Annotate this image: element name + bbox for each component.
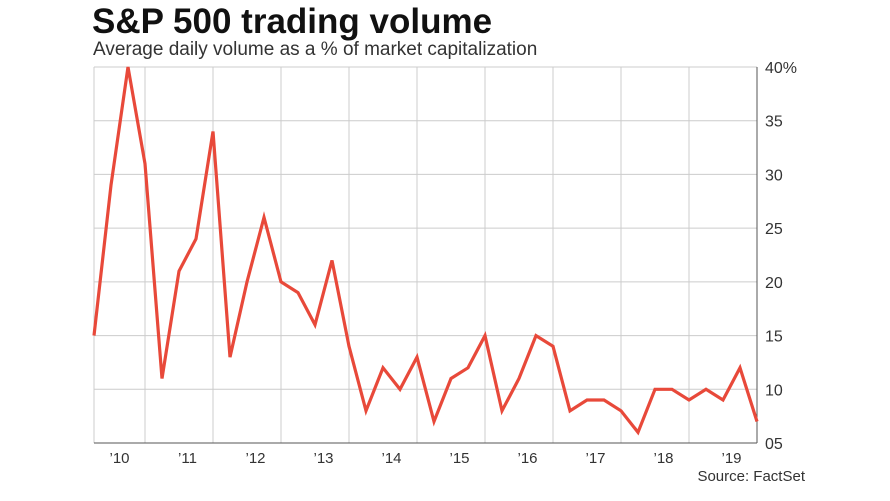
chart-title: S&P 500 trading volume [92, 2, 493, 41]
y-tick-label: 40% [765, 60, 797, 77]
y-tick-label: 35 [765, 114, 783, 131]
x-tick-label: ’18 [653, 450, 673, 467]
y-tick-label: 05 [765, 436, 783, 453]
x-tick-label: ’15 [449, 450, 469, 467]
source-note: Source: FactSet [697, 468, 805, 485]
series-lines [92, 66, 759, 436]
x-tick-label: ’10 [109, 450, 129, 467]
chart-subtitle: Average daily volume as a % of market ca… [93, 39, 538, 60]
x-tick-label: ’11 [178, 450, 197, 467]
x-tick-label: ’17 [585, 450, 605, 467]
x-tick-label: ’19 [721, 450, 741, 467]
x-tick-label: ’12 [245, 450, 265, 467]
y-tick-label: 30 [765, 167, 783, 184]
y-tick-label: 10 [765, 382, 783, 399]
x-tick-label: ’14 [381, 450, 401, 467]
x-tick-label: ’16 [517, 450, 537, 467]
y-axis-labels: 40% 35 30 25 20 15 10 05 [765, 60, 797, 453]
series-line [92, 66, 759, 436]
x-axis-labels: ’10 ’11 ’12 ’13 ’14 ’15 ’16 ’17 ’18 ’19 [109, 450, 741, 467]
chart-axes [94, 67, 758, 444]
y-tick-label: 20 [765, 275, 783, 292]
y-tick-label: 15 [765, 329, 783, 346]
y-tick-label: 25 [765, 221, 783, 238]
x-tick-label: ’13 [313, 450, 333, 467]
